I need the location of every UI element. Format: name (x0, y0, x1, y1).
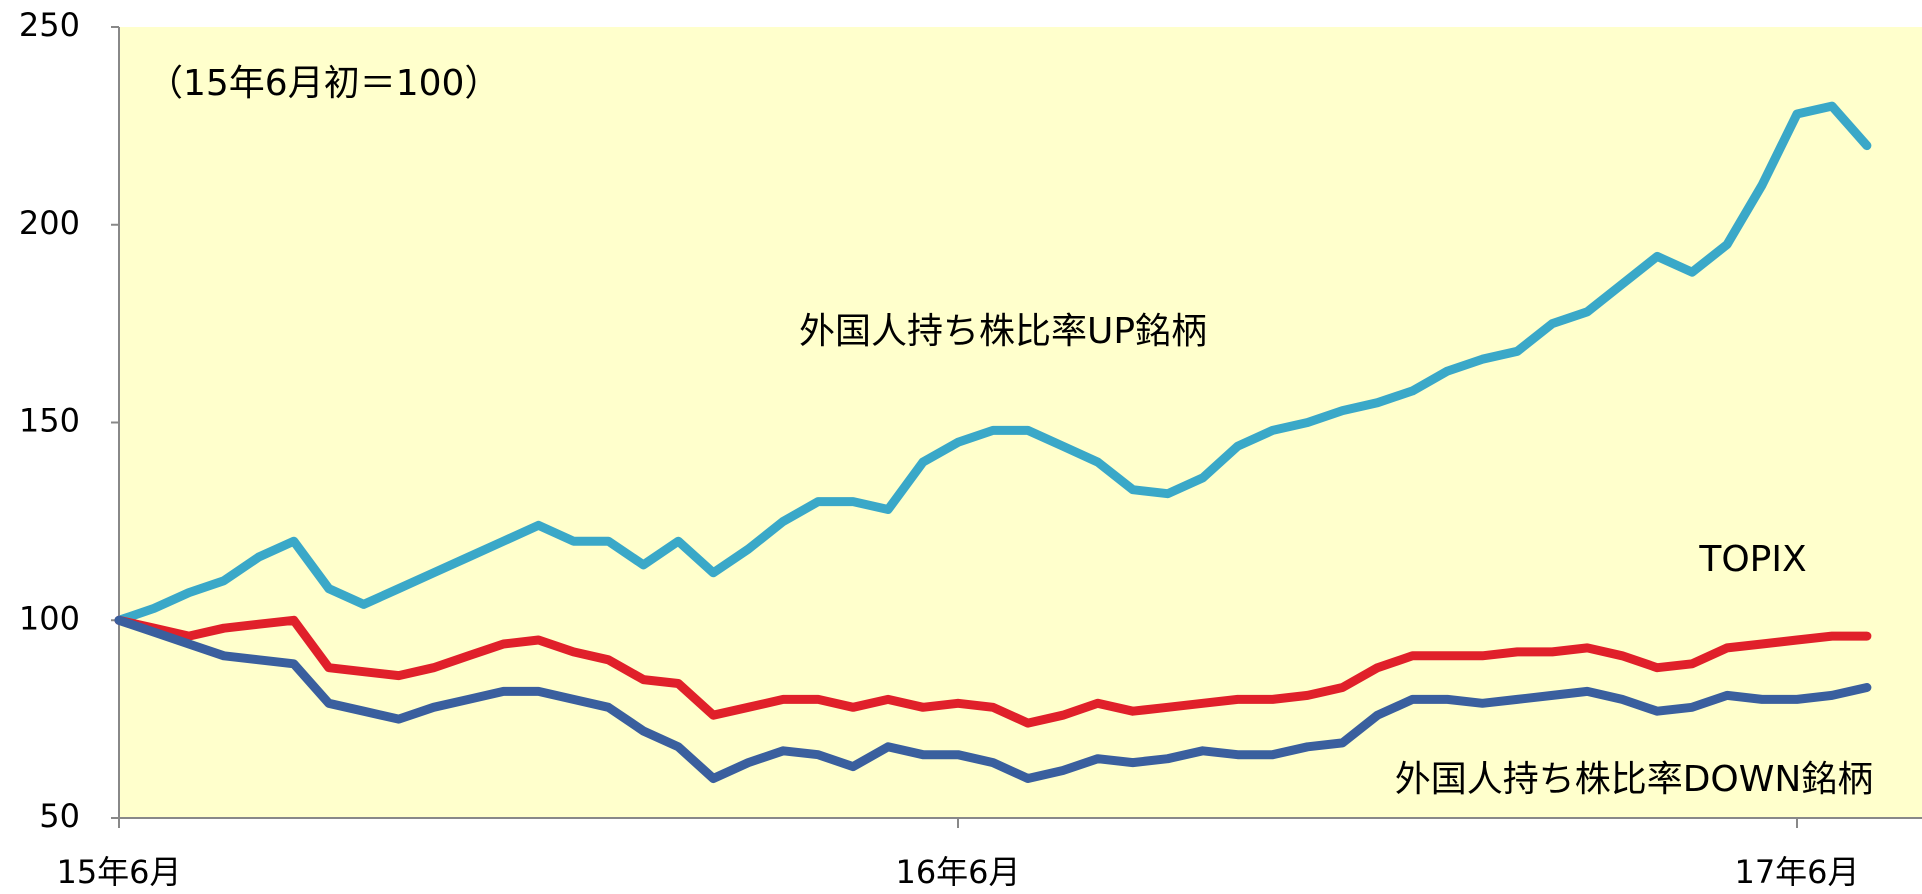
y-tick-label: 200 (19, 204, 80, 242)
series-label: TOPIX (1698, 539, 1806, 580)
series-label: 外国人持ち株比率UP銘柄 (799, 311, 1207, 352)
line-series (114, 615, 1872, 728)
x-tick-label: 17年6月 (1734, 853, 1859, 891)
x-tick-label: 16年6月 (895, 853, 1020, 891)
plot-area (119, 27, 1922, 818)
line-series (114, 101, 1872, 625)
line-series (114, 615, 1872, 783)
y-tick-label: 50 (39, 797, 80, 835)
y-tick-label: 150 (19, 402, 80, 440)
series-label: 外国人持ち株比率DOWN銘柄 (1395, 759, 1874, 800)
y-tick-label: 100 (19, 599, 80, 637)
y-tick-label: 250 (19, 6, 80, 44)
subtitle: （15年6月初＝100） (147, 63, 500, 104)
x-tick-label: 15年6月 (56, 853, 181, 891)
